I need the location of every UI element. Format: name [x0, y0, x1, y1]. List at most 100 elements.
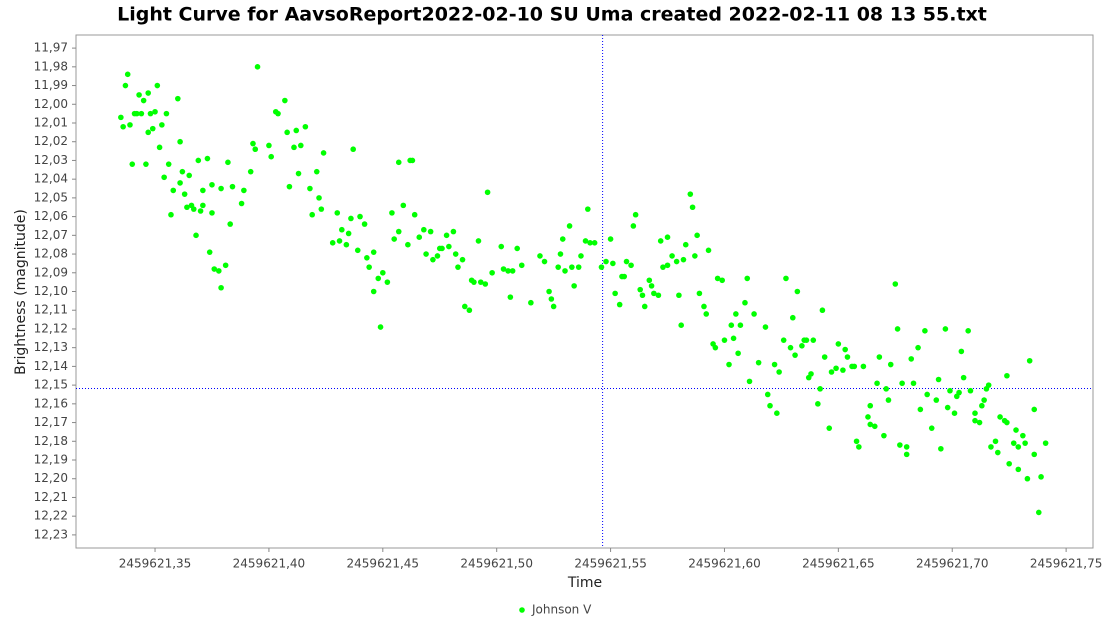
- data-point: [298, 142, 304, 149]
- data-point: [687, 191, 694, 197]
- data-point: [851, 363, 858, 370]
- data-point: [1031, 406, 1038, 413]
- data-point: [370, 288, 377, 295]
- data-point: [163, 110, 170, 117]
- data-point: [842, 346, 848, 353]
- data-point: [550, 303, 557, 310]
- data-point: [598, 264, 605, 270]
- data-point: [1020, 432, 1026, 439]
- data-point: [500, 266, 507, 272]
- data-point: [1004, 419, 1010, 426]
- data-point: [177, 138, 183, 145]
- data-point: [712, 344, 719, 351]
- data-point: [318, 206, 325, 212]
- data-point: [555, 264, 561, 270]
- data-point: [856, 444, 862, 450]
- data-point: [227, 221, 234, 227]
- data-point: [206, 249, 213, 255]
- data-point: [972, 410, 978, 416]
- y-tick-label: 12,05: [34, 190, 68, 204]
- data-point: [193, 232, 199, 239]
- legend-label: Johnson V: [531, 603, 592, 617]
- y-tick-label: 12,01: [34, 115, 68, 129]
- data-point: [783, 275, 789, 282]
- data-point: [293, 127, 300, 134]
- data-point: [361, 221, 368, 227]
- data-point: [186, 172, 193, 179]
- data-point: [423, 251, 429, 257]
- data-point: [291, 144, 297, 151]
- data-point: [282, 97, 288, 104]
- data-point: [771, 361, 778, 368]
- data-point: [881, 432, 887, 439]
- data-point: [209, 181, 215, 188]
- data-point: [204, 155, 211, 162]
- data-point: [498, 243, 505, 250]
- data-point: [154, 82, 161, 89]
- data-point: [370, 249, 377, 255]
- data-point: [664, 262, 671, 269]
- data-point: [336, 238, 343, 244]
- data-point: [200, 187, 206, 194]
- data-point: [705, 247, 712, 254]
- data-point: [692, 253, 698, 259]
- data-point: [840, 367, 846, 373]
- data-point: [514, 245, 520, 252]
- x-tick-label: 2459621,75: [1030, 557, 1103, 571]
- data-point: [252, 146, 259, 153]
- data-point: [149, 125, 156, 132]
- data-point: [933, 397, 940, 403]
- data-point: [409, 157, 416, 164]
- data-point: [819, 307, 826, 314]
- data-point: [867, 402, 874, 409]
- y-axis-title: Brightness (magnitude): [13, 209, 29, 375]
- data-point: [951, 410, 958, 416]
- data-point: [405, 241, 411, 248]
- data-point: [159, 122, 165, 128]
- data-point: [981, 397, 987, 403]
- data-point: [122, 82, 129, 89]
- data-point: [1013, 427, 1019, 433]
- data-point: [320, 150, 327, 156]
- data-point: [910, 380, 917, 387]
- data-point: [443, 232, 450, 239]
- data-point: [651, 290, 657, 297]
- data-point: [664, 234, 671, 241]
- data-point: [947, 387, 953, 394]
- data-point: [295, 170, 302, 177]
- data-point: [630, 223, 637, 229]
- data-point: [924, 391, 930, 398]
- data-point: [357, 213, 363, 220]
- data-point: [815, 401, 821, 407]
- data-point: [268, 153, 275, 160]
- data-point: [742, 299, 748, 306]
- data-point: [562, 268, 568, 274]
- data-point: [1015, 444, 1022, 450]
- y-tick-label: 12,02: [34, 134, 68, 148]
- data-point: [1022, 440, 1028, 446]
- legend-marker: [519, 607, 525, 613]
- data-point: [673, 258, 680, 265]
- data-point: [380, 269, 386, 276]
- data-point: [222, 262, 229, 269]
- data-point: [944, 404, 951, 411]
- y-tick-label: 12,16: [34, 396, 68, 410]
- data-point: [546, 288, 552, 295]
- data-point: [391, 236, 397, 242]
- data-point: [134, 110, 140, 117]
- data-point: [696, 290, 703, 297]
- data-point: [678, 322, 684, 329]
- x-tick-label: 2459621,50: [460, 557, 533, 571]
- data-point: [466, 307, 473, 314]
- data-point: [582, 238, 589, 244]
- data-point: [129, 161, 136, 167]
- data-point: [127, 122, 133, 128]
- y-tick-label: 12,10: [34, 284, 68, 298]
- data-point: [1035, 509, 1042, 516]
- data-point: [826, 425, 833, 431]
- data-point: [787, 344, 794, 351]
- data-point: [774, 410, 780, 416]
- data-point: [302, 123, 309, 130]
- data-point: [646, 277, 653, 284]
- data-point: [254, 64, 261, 70]
